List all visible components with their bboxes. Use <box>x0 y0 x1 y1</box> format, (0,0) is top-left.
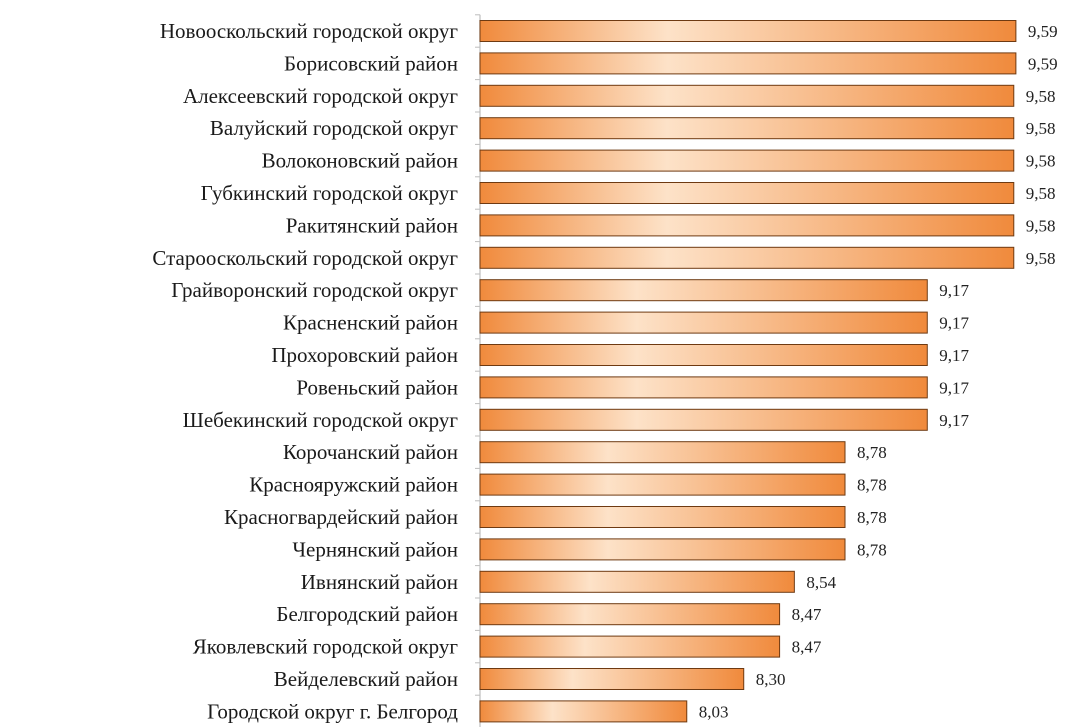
category-labels-group: Новооскольский городской округ Борисовски… <box>152 19 458 723</box>
bar <box>479 668 745 690</box>
category-label: Яковлевский городской округ <box>193 635 459 659</box>
bar <box>479 506 846 528</box>
bar <box>479 538 846 561</box>
category-label: Волоконовский район <box>262 149 458 173</box>
category-label: Валуйский городской округ <box>210 116 459 140</box>
category-label: Корочанский район <box>283 440 458 464</box>
bar <box>479 182 1015 204</box>
bar <box>479 344 928 366</box>
category-label: Ивнянский район <box>301 570 458 594</box>
bar <box>479 603 781 626</box>
data-label: 8,47 <box>792 638 822 657</box>
category-label: Вейделевский район <box>274 667 458 691</box>
bar <box>479 149 1015 172</box>
data-label: 8,78 <box>857 476 887 495</box>
bar <box>479 408 928 431</box>
bar <box>479 84 1015 107</box>
bar <box>479 311 928 334</box>
data-label: 9,58 <box>1026 119 1056 138</box>
data-label: 8,78 <box>857 540 887 559</box>
category-label: Городской округ г. Белгород <box>207 699 458 723</box>
data-label: 9,59 <box>1028 22 1058 41</box>
category-label: Борисовский район <box>284 51 458 75</box>
axis-group <box>475 14 481 727</box>
data-label: 8,47 <box>792 605 822 624</box>
bar <box>479 246 1015 269</box>
category-label: Красногвардейский район <box>224 505 458 529</box>
category-label: Новооскольский городской округ <box>160 19 458 43</box>
bar <box>479 279 928 302</box>
bars-group <box>479 20 1017 723</box>
data-label: 9,17 <box>939 314 969 333</box>
bar <box>479 441 846 464</box>
category-label: Прохоровский район <box>271 343 458 367</box>
data-label: 9,58 <box>1026 216 1056 235</box>
category-label: Красненский район <box>283 311 458 335</box>
category-label: Белгородский район <box>276 602 458 626</box>
category-label: Шебекинский городской округ <box>183 408 459 432</box>
data-label: 9,17 <box>939 346 969 365</box>
data-label: 9,58 <box>1026 152 1056 171</box>
category-label: Старооскольский городской округ <box>152 246 458 270</box>
data-label: 8,03 <box>699 702 729 721</box>
data-label: 9,58 <box>1026 87 1056 106</box>
bar <box>479 20 1017 42</box>
bar <box>479 635 781 658</box>
bar <box>479 700 688 723</box>
category-label: Ракитянский район <box>286 213 458 237</box>
bar <box>479 214 1015 237</box>
category-label: Ровеньский район <box>296 375 458 399</box>
value-labels-group: 9,59 9,59 9,58 9,58 9,58 9,58 9,58 9,58 9,17 9,17… <box>699 22 1058 721</box>
data-label: 8,78 <box>857 508 887 527</box>
bar <box>479 570 795 593</box>
data-label: 9,17 <box>939 281 969 300</box>
category-label: Губкинский городской округ <box>201 181 459 205</box>
data-label: 8,54 <box>806 573 836 592</box>
bar <box>479 376 928 399</box>
data-label: 9,17 <box>939 378 969 397</box>
data-label: 9,17 <box>939 411 969 430</box>
data-label: 9,58 <box>1026 184 1056 203</box>
bar <box>479 117 1015 140</box>
category-label: Грайворонский городской округ <box>171 278 458 302</box>
data-label: 8,30 <box>756 670 786 689</box>
bar <box>479 52 1017 75</box>
bar <box>479 473 846 496</box>
data-label: 9,58 <box>1026 249 1056 268</box>
category-label: Алексеевский городской округ <box>183 84 458 108</box>
data-label: 9,59 <box>1028 54 1058 73</box>
category-label: Краснояружский район <box>249 473 458 497</box>
category-label: Чернянский район <box>292 537 458 561</box>
data-label: 8,78 <box>857 443 887 462</box>
